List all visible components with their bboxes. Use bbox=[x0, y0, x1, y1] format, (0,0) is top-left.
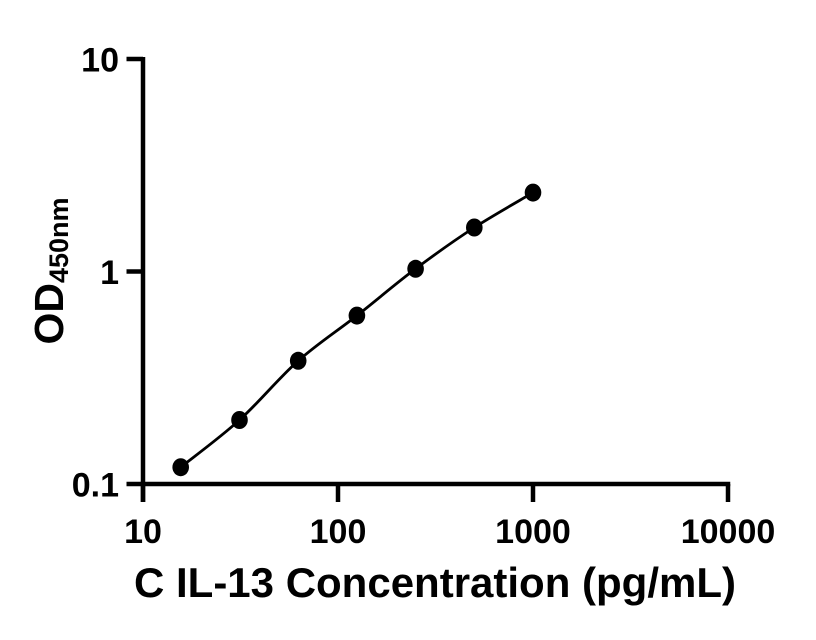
y-tick-label: 1 bbox=[100, 254, 119, 292]
x-tick-label: 10 bbox=[124, 513, 162, 551]
axes bbox=[126, 56, 731, 502]
data-point-marker bbox=[289, 351, 307, 370]
y-axis-title: OD450nm bbox=[26, 197, 74, 344]
y-axis-title-subscript: 450nm bbox=[44, 197, 74, 283]
data-point-marker bbox=[231, 411, 248, 429]
data-point-marker bbox=[466, 218, 483, 237]
data-point-marker bbox=[524, 183, 542, 202]
y-tick-label: 0.1 bbox=[72, 467, 119, 505]
y-tick-label: 10 bbox=[81, 42, 119, 80]
data-point-marker bbox=[172, 458, 189, 477]
y-axis-title-main: OD bbox=[26, 283, 72, 345]
x-tick-label: 100 bbox=[310, 513, 367, 551]
data-series bbox=[172, 183, 542, 477]
x-tick-label: 1000 bbox=[495, 513, 571, 551]
x-tick-label: 10000 bbox=[681, 513, 776, 551]
data-point-marker bbox=[348, 306, 366, 325]
data-point-marker bbox=[407, 259, 424, 278]
x-axis-title: C IL-13 Concentration (pg/mL) bbox=[134, 559, 736, 606]
